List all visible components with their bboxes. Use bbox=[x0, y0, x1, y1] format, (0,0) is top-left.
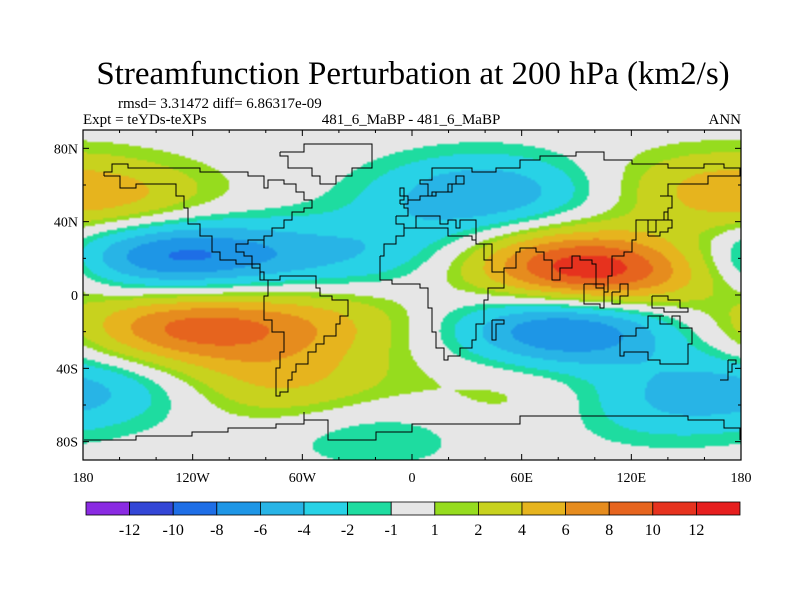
coastline-10 bbox=[720, 359, 737, 381]
x-tick-label: 120E bbox=[617, 471, 647, 486]
colorbar-swatch bbox=[565, 501, 610, 516]
colorbar-swatch bbox=[347, 501, 392, 516]
coastline-9 bbox=[647, 211, 673, 237]
colorbar-swatch bbox=[172, 501, 218, 516]
coastline-1 bbox=[263, 275, 349, 397]
colorbar-swatch bbox=[216, 501, 261, 516]
colorbar-swatch bbox=[85, 501, 130, 516]
left-label: Expt = teYDs-teXPs bbox=[83, 112, 207, 128]
coastline-4 bbox=[395, 151, 741, 293]
colorbar-swatch bbox=[521, 501, 566, 516]
colorbar-label: 6 bbox=[562, 522, 570, 539]
coastline-7 bbox=[399, 187, 412, 205]
y-axis: 80N 40N 0 40S 80S bbox=[54, 142, 741, 451]
stats-label: rmsd= 3.31472 diff= 6.86317e-09 bbox=[118, 96, 322, 112]
coastline-13 bbox=[651, 295, 689, 313]
x-tick-label: 0 bbox=[409, 471, 416, 486]
coastline-12 bbox=[583, 283, 605, 309]
colorbar-swatch bbox=[390, 501, 436, 516]
colorbar-label: -1 bbox=[385, 522, 398, 539]
colorbar-label: 12 bbox=[688, 522, 704, 539]
y-tick-label: 80N bbox=[54, 142, 78, 157]
y-tick-label: 80S bbox=[56, 436, 78, 451]
right-label: ANN bbox=[709, 112, 742, 128]
colorbar-label: 2 bbox=[474, 522, 482, 539]
colorbar-swatch bbox=[652, 501, 697, 516]
colorbar-label: 4 bbox=[518, 522, 526, 539]
x-tick-label: 180 bbox=[731, 471, 752, 486]
coastline-5 bbox=[619, 315, 693, 365]
colorbar-label: -4 bbox=[297, 522, 310, 539]
colorbar-swatch bbox=[259, 501, 305, 516]
colorbar-label: 1 bbox=[431, 522, 439, 539]
colorbar-swatch bbox=[608, 501, 654, 516]
colorbar-swatch bbox=[434, 501, 479, 516]
plot-area: 180 120W 60W 0 60E 120E 180 80N 40N 0 40S 80S bbox=[54, 129, 752, 486]
x-tick-label: 60E bbox=[510, 471, 533, 486]
y-tick-label: 40N bbox=[54, 216, 78, 231]
y-tick-label: 40S bbox=[56, 362, 78, 377]
coastlines bbox=[84, 143, 741, 441]
colorbar-swatch bbox=[477, 501, 523, 516]
colorbar-label: -6 bbox=[254, 522, 267, 539]
colorbar-label: 8 bbox=[605, 522, 613, 539]
colorbar-label: -2 bbox=[341, 522, 354, 539]
x-tick-label: 120W bbox=[176, 471, 211, 486]
colorbar-swatch bbox=[696, 501, 741, 516]
x-axis: 180 120W 60W 0 60E 120E 180 bbox=[73, 130, 752, 486]
center-label: 481_6_MaBP - 481_6_MaBP bbox=[322, 112, 501, 128]
x-tick-label: 60W bbox=[289, 471, 317, 486]
colorbar-label: -8 bbox=[210, 522, 223, 539]
streamfunction-field bbox=[83, 130, 741, 460]
colorbar-label: -12 bbox=[119, 522, 140, 539]
coastline-6 bbox=[84, 412, 741, 441]
coastline-8 bbox=[491, 319, 505, 341]
x-tick-label: 180 bbox=[73, 471, 94, 486]
colorbar-label: -10 bbox=[163, 522, 184, 539]
colorbar-swatch bbox=[303, 501, 348, 516]
y-tick-label: 0 bbox=[71, 289, 78, 304]
coastline-0 bbox=[103, 163, 313, 281]
colorbar-label: 10 bbox=[645, 522, 661, 539]
coastline-11 bbox=[611, 283, 629, 305]
colorbar-swatch bbox=[129, 501, 174, 516]
chart-title: Streamfunction Perturbation at 200 hPa (… bbox=[96, 56, 729, 92]
colorbar: -12 -10 -8 -6 -4 -2 -1 1 2 4 6 8 10 12 bbox=[85, 501, 741, 539]
coastline-2 bbox=[279, 143, 373, 185]
coastline-3 bbox=[379, 227, 505, 361]
